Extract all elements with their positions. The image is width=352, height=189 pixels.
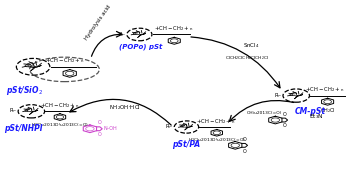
Text: H$_2$C\u2013O\u2013C(=O): H$_2$C\u2013O\u2013C(=O) xyxy=(188,137,246,144)
Text: O: O xyxy=(243,137,247,142)
Text: O: O xyxy=(283,112,287,117)
Text: H$_2$C\u2013O\u2013C(=O): H$_2$C\u2013O\u2013C(=O) xyxy=(31,121,89,129)
Text: O: O xyxy=(98,120,101,125)
Text: NH$_2$OH$\cdot$HCl: NH$_2$OH$\cdot$HCl xyxy=(109,103,141,112)
Text: pSt/PA: pSt/PA xyxy=(172,140,201,149)
Text: SiO$_2$: SiO$_2$ xyxy=(27,63,39,70)
Text: (POPo) pSt: (POPo) pSt xyxy=(119,43,163,50)
Text: N–OH: N–OH xyxy=(104,126,118,131)
Text: O: O xyxy=(98,132,101,137)
Text: CH$_2$Cl: CH$_2$Cl xyxy=(320,106,335,115)
Text: R‒: R‒ xyxy=(119,32,125,37)
Text: O: O xyxy=(283,123,287,129)
Text: OH\u2013C(=O): OH\u2013C(=O) xyxy=(247,111,283,115)
Text: R‒: R‒ xyxy=(10,108,17,113)
Text: pSt/SiO$_2$: pSt/SiO$_2$ xyxy=(6,84,43,97)
Text: $\mathsf{+CH-CH_2+_n}$: $\mathsf{+CH-CH_2+_n}$ xyxy=(196,117,236,126)
Text: pSt/NHPI: pSt/NHPI xyxy=(4,124,43,133)
Text: $\mathsf{+CH-CH_2+_n}$: $\mathsf{+CH-CH_2+_n}$ xyxy=(153,24,193,33)
Text: Hydrolysis acid: Hydrolysis acid xyxy=(84,5,112,41)
Text: $\mathsf{+CH-CH_2+_n}$: $\mathsf{+CH-CH_2+_n}$ xyxy=(40,101,80,110)
Text: ClCH$_2$ClCH$_2$ClCH$_2$Cl: ClCH$_2$ClCH$_2$ClCH$_2$Cl xyxy=(226,55,269,62)
Text: $\mathsf{+CH-CH_2+_n}$: $\mathsf{+CH-CH_2+_n}$ xyxy=(304,85,344,94)
Text: SnCl$_4$: SnCl$_4$ xyxy=(243,41,259,50)
Text: CM-pSt: CM-pSt xyxy=(295,107,326,116)
Text: R‒: R‒ xyxy=(165,124,172,129)
Text: $\mathsf{+CH-CH_2+_n}$: $\mathsf{+CH-CH_2+_n}$ xyxy=(45,57,84,65)
Text: R‒: R‒ xyxy=(274,93,281,98)
Text: O: O xyxy=(243,149,247,154)
Text: Et$_3$N: Et$_3$N xyxy=(309,112,324,121)
